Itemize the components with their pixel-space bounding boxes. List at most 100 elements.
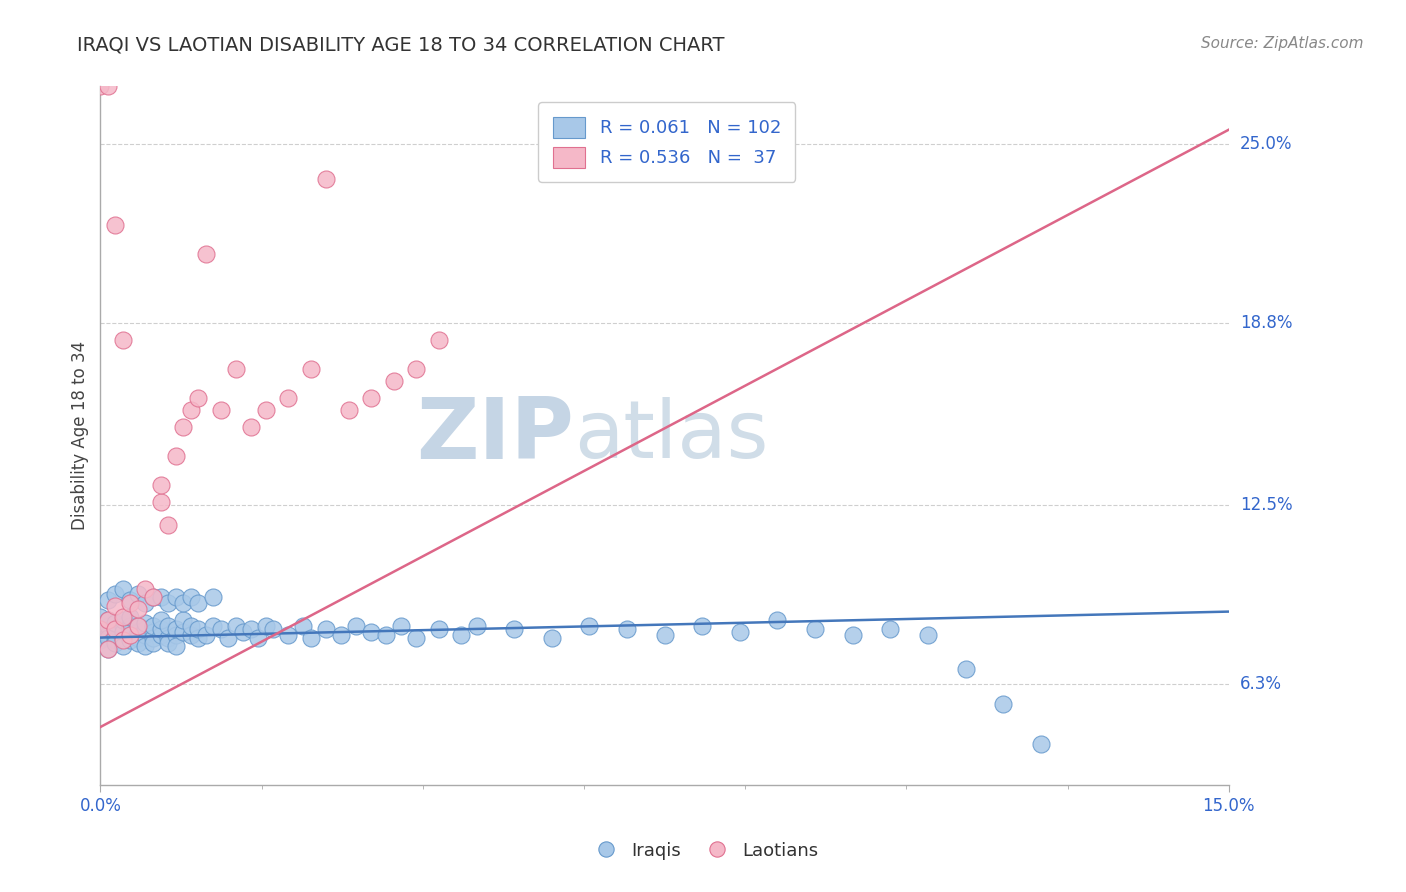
Point: [360, 624, 382, 639]
Point: [165, 628, 187, 642]
Point: [209, 402, 232, 417]
Point: [503, 622, 526, 636]
Text: 25.0%: 25.0%: [1240, 135, 1292, 153]
Point: [157, 636, 180, 650]
Text: 6.3%: 6.3%: [1240, 674, 1282, 693]
Point: [134, 628, 156, 642]
Point: [157, 631, 180, 645]
Point: [104, 599, 127, 613]
Text: Source: ZipAtlas.com: Source: ZipAtlas.com: [1201, 36, 1364, 51]
Point: [149, 628, 172, 642]
Point: [165, 449, 187, 463]
Point: [389, 619, 412, 633]
Point: [97, 613, 120, 627]
Point: [766, 613, 789, 627]
Point: [111, 610, 134, 624]
Point: [315, 171, 337, 186]
Point: [277, 628, 299, 642]
Point: [654, 628, 676, 642]
Point: [955, 662, 977, 676]
Point: [405, 631, 427, 645]
Point: [134, 616, 156, 631]
Point: [120, 619, 142, 633]
Point: [202, 619, 225, 633]
Point: [180, 402, 202, 417]
Point: [134, 596, 156, 610]
Point: [127, 619, 149, 633]
Point: [142, 590, 165, 604]
Point: [127, 624, 149, 639]
Point: [104, 218, 127, 232]
Point: [209, 622, 232, 636]
Point: [375, 628, 398, 642]
Legend: R = 0.061   N = 102, R = 0.536   N =  37: R = 0.061 N = 102, R = 0.536 N = 37: [538, 103, 796, 182]
Point: [165, 622, 187, 636]
Point: [120, 593, 142, 607]
Point: [728, 624, 751, 639]
Point: [149, 613, 172, 627]
Point: [120, 628, 142, 642]
Point: [540, 631, 562, 645]
Point: [427, 334, 450, 348]
Point: [120, 633, 142, 648]
Point: [142, 619, 165, 633]
Point: [97, 642, 120, 657]
Point: [879, 622, 901, 636]
Point: [97, 642, 120, 657]
Point: [111, 639, 134, 653]
Point: [89, 79, 111, 94]
Point: [142, 631, 165, 645]
Point: [89, 622, 111, 636]
Point: [134, 622, 156, 636]
Point: [89, 633, 111, 648]
Point: [239, 622, 262, 636]
Point: [104, 616, 127, 631]
Point: [330, 628, 353, 642]
Point: [127, 587, 149, 601]
Point: [239, 420, 262, 434]
Point: [97, 631, 120, 645]
Point: [690, 619, 713, 633]
Point: [360, 391, 382, 405]
Point: [202, 590, 225, 604]
Point: [104, 633, 127, 648]
Point: [232, 624, 254, 639]
Point: [804, 622, 827, 636]
Text: 12.5%: 12.5%: [1240, 496, 1292, 514]
Point: [382, 374, 405, 388]
Point: [111, 334, 134, 348]
Point: [127, 631, 149, 645]
Point: [165, 590, 187, 604]
Point: [262, 622, 284, 636]
Point: [165, 639, 187, 653]
Point: [89, 610, 111, 624]
Point: [149, 590, 172, 604]
Point: [172, 624, 194, 639]
Point: [97, 79, 120, 94]
Point: [187, 631, 209, 645]
Point: [157, 619, 180, 633]
Point: [172, 613, 194, 627]
Point: [111, 633, 134, 648]
Point: [120, 622, 142, 636]
Legend: Iraqis, Laotians: Iraqis, Laotians: [581, 835, 825, 867]
Point: [111, 619, 134, 633]
Point: [111, 613, 134, 627]
Point: [97, 619, 120, 633]
Point: [254, 619, 277, 633]
Point: [104, 628, 127, 642]
Point: [225, 362, 247, 376]
Point: [97, 628, 120, 642]
Point: [180, 590, 202, 604]
Point: [111, 631, 134, 645]
Point: [127, 636, 149, 650]
Point: [450, 628, 472, 642]
Point: [187, 596, 209, 610]
Point: [337, 402, 360, 417]
Point: [217, 631, 239, 645]
Point: [917, 628, 939, 642]
Point: [299, 631, 322, 645]
Point: [127, 619, 149, 633]
Point: [127, 601, 149, 615]
Point: [120, 596, 142, 610]
